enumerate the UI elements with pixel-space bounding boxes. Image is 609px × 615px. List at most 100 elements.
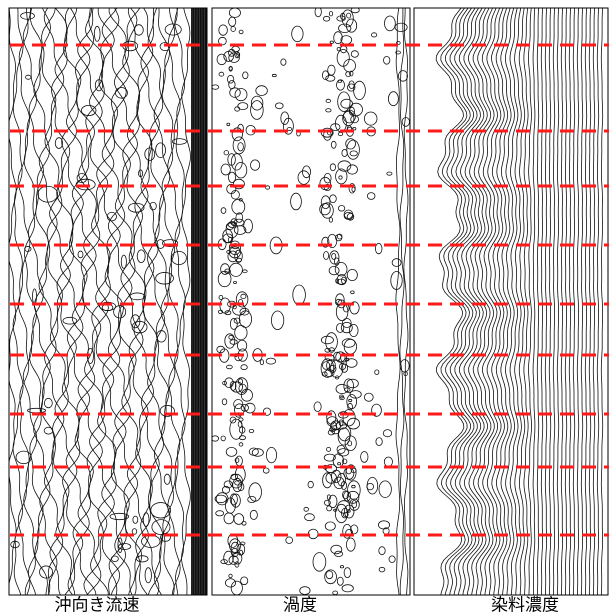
contour-line <box>349 399 352 401</box>
contour-line <box>212 85 219 89</box>
contour-line <box>225 579 235 587</box>
contour-line <box>222 399 227 405</box>
contour-line <box>239 418 243 421</box>
contour-line <box>239 436 245 440</box>
contour-line <box>337 80 345 90</box>
contour-line <box>66 8 90 596</box>
contour-line <box>387 172 392 175</box>
contour-line <box>231 27 236 32</box>
contour-line <box>156 143 166 158</box>
contour-line <box>230 263 243 276</box>
contour-line <box>271 311 283 330</box>
contour-line <box>219 295 223 299</box>
contour-line <box>266 358 276 364</box>
contour-line <box>90 8 115 596</box>
contour-line <box>593 8 594 596</box>
contour-line <box>251 160 260 170</box>
contour-line <box>325 522 335 530</box>
contour-line <box>111 556 118 562</box>
vorticity-contours <box>212 7 410 596</box>
contour-line <box>237 258 242 262</box>
contour-line <box>342 459 347 464</box>
contour-line <box>238 103 248 110</box>
contour-line <box>172 251 187 264</box>
contour-line <box>238 143 244 151</box>
contour-line <box>241 294 246 298</box>
contour-line <box>537 8 538 596</box>
contour-line <box>322 203 334 218</box>
contour-line <box>338 501 350 513</box>
contour-line <box>231 154 242 170</box>
contour-line <box>371 33 376 37</box>
contour-line <box>249 483 262 501</box>
contour-line <box>216 511 224 516</box>
contour-line <box>404 8 408 596</box>
contour-line <box>224 551 234 565</box>
contour-line <box>529 8 532 596</box>
contour-line <box>229 80 235 88</box>
contour-line <box>241 577 248 585</box>
contour-line <box>338 206 344 212</box>
contour-line <box>332 253 336 259</box>
contour-line <box>344 568 351 578</box>
contour-line <box>346 468 351 474</box>
contour-line <box>234 281 237 283</box>
contour-line <box>376 438 382 446</box>
contour-line <box>232 199 245 214</box>
contour-line <box>340 566 343 568</box>
contour-line <box>330 164 335 171</box>
contour-line <box>561 8 562 596</box>
contour-line <box>573 8 574 596</box>
contour-line <box>326 75 335 81</box>
contour-line <box>245 403 255 413</box>
contour-line <box>326 99 331 102</box>
contour-line <box>344 379 354 393</box>
contour-line <box>130 293 145 300</box>
contour-line <box>230 340 237 345</box>
contour-line <box>375 243 382 253</box>
contour-line <box>219 72 224 76</box>
contour-line <box>333 591 338 595</box>
contour-line <box>338 92 350 112</box>
contour-line <box>141 535 160 547</box>
contour-line <box>231 581 242 595</box>
contour-line <box>235 89 247 101</box>
contour-line <box>585 8 586 596</box>
contour-line <box>44 398 52 407</box>
contour-line <box>533 8 535 596</box>
contour-line <box>25 246 31 251</box>
panel-label: 染料濃度 <box>491 596 559 615</box>
contour-line <box>337 577 343 585</box>
contour-line <box>304 507 309 511</box>
contour-line <box>341 36 352 45</box>
contour-line <box>305 514 315 521</box>
contour-line <box>367 477 378 494</box>
contour-line <box>501 8 511 596</box>
contour-line <box>350 103 363 116</box>
contour-line <box>243 270 248 273</box>
contour-line <box>243 72 248 79</box>
contour-line <box>94 26 100 41</box>
contour-line <box>55 8 77 596</box>
contour-line <box>348 481 361 500</box>
contour-line <box>557 8 558 596</box>
contour-line <box>217 346 225 353</box>
contour-line <box>524 8 528 596</box>
contour-line <box>225 311 231 315</box>
contour-line <box>338 132 343 135</box>
contour-line <box>249 429 254 432</box>
contour-line <box>347 491 359 503</box>
contour-line <box>352 485 356 488</box>
panel-frame <box>212 8 410 595</box>
contour-line <box>379 547 385 555</box>
contour-line <box>44 427 53 434</box>
contour-line <box>337 445 345 453</box>
contour-line <box>229 335 233 339</box>
contour-line <box>132 529 137 535</box>
contour-line <box>496 8 508 596</box>
contour-line <box>347 379 358 388</box>
contour-line <box>347 13 351 18</box>
contour-line <box>18 8 30 596</box>
contour-line <box>225 378 234 388</box>
contour-line <box>219 25 228 35</box>
